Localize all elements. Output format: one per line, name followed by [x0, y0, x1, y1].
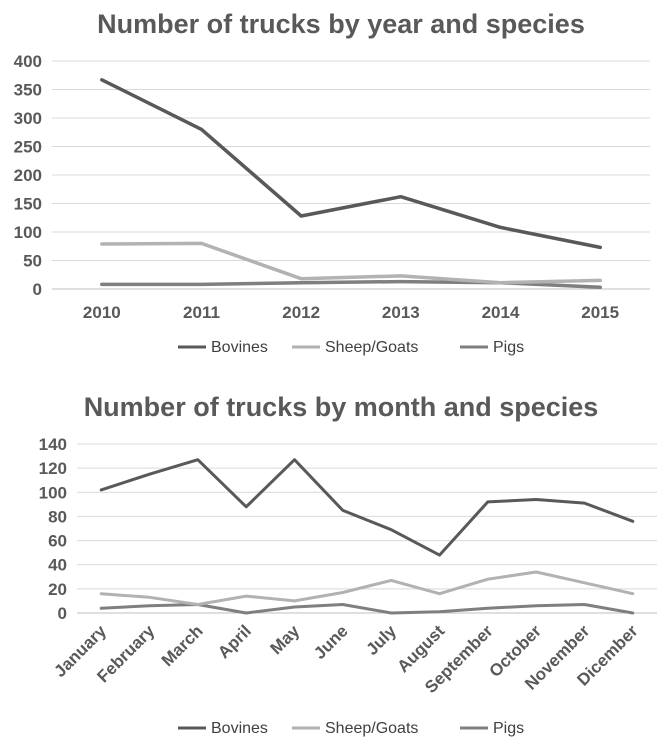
series-line-bovines: [100, 78, 602, 250]
x-tick-label: May: [267, 621, 304, 658]
series-line-sheep-goats: [99, 570, 635, 606]
y-tick-label: 0: [33, 280, 42, 299]
x-tick-label: April: [214, 621, 255, 662]
x-tick-label: 2015: [581, 303, 619, 322]
y-tick-label: 100: [14, 223, 42, 242]
legend-label-pigs: Pigs: [493, 720, 524, 737]
y-tick-label: 300: [14, 109, 42, 128]
legend-label-bovines: Bovines: [211, 720, 268, 737]
chart-title: Number of trucks by month and species: [84, 392, 599, 422]
year-chart: Number of trucks by year and species 0 50…: [14, 9, 650, 356]
x-tick-label: March: [158, 621, 207, 670]
y-tick-label: 350: [14, 81, 42, 100]
y-tick-label: 0: [58, 604, 67, 623]
y-tick-label: 60: [48, 532, 67, 551]
legend-label-sheep-goats: Sheep/Goats: [325, 339, 418, 356]
y-tick-label: 80: [48, 507, 67, 526]
y-tick-label: 400: [14, 52, 42, 71]
series-line-pigs: [99, 603, 635, 615]
x-tick-label: July: [362, 621, 400, 659]
legend-label-pigs: Pigs: [493, 339, 524, 356]
y-tick-label: 100: [39, 483, 67, 502]
x-tick-label: 2013: [382, 303, 420, 322]
y-tick-label: 50: [23, 252, 42, 271]
series-line-bovines: [99, 458, 635, 557]
y-tick-label: 140: [39, 435, 67, 454]
y-tick-label: 120: [39, 459, 67, 478]
month-chart: Number of trucks by month and species 0 2…: [39, 392, 657, 737]
y-tick-label: 250: [14, 138, 42, 157]
series-line-sheep-goats: [100, 241, 602, 285]
x-tick-label: 2012: [282, 303, 320, 322]
y-tick-label: 200: [14, 166, 42, 185]
x-tick-label: 2010: [83, 303, 121, 322]
y-tick-label: 40: [48, 556, 67, 575]
x-tick-label: 2014: [482, 303, 520, 322]
chart-title: Number of trucks by year and species: [97, 9, 585, 39]
y-tick-label: 150: [14, 195, 42, 214]
legend-label-sheep-goats: Sheep/Goats: [325, 720, 418, 737]
x-tick-label: 2011: [183, 303, 220, 322]
y-tick-label: 20: [48, 580, 67, 599]
x-tick-label: June: [310, 621, 351, 662]
legend-label-bovines: Bovines: [211, 339, 268, 356]
